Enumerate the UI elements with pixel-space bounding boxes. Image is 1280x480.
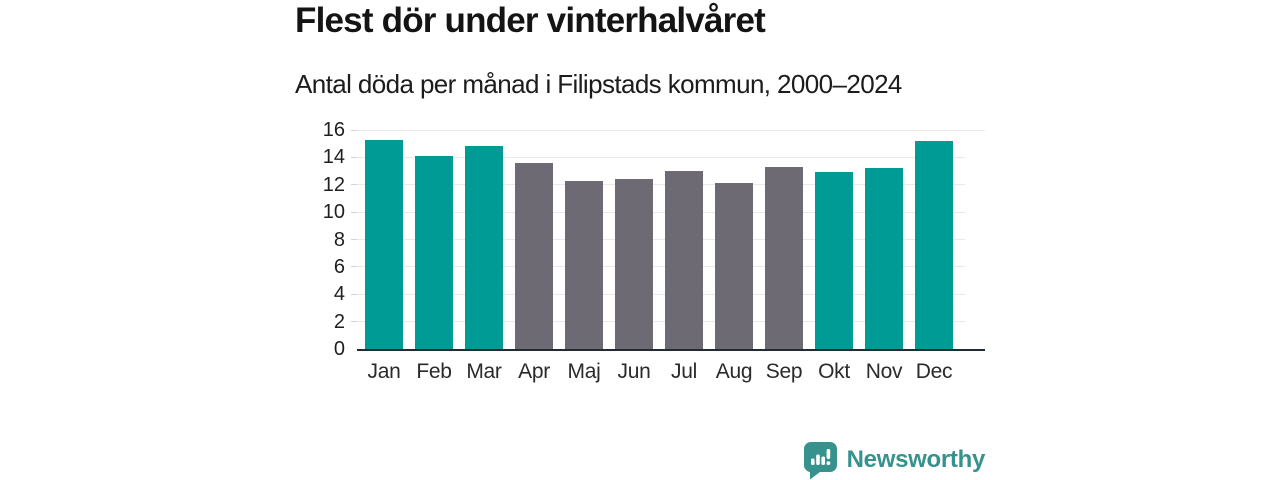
x-axis-label-aug: Aug <box>715 360 753 383</box>
gridline-y10 <box>357 211 965 213</box>
chart-subtitle: Antal döda per månad i Filipstads kommun… <box>295 69 902 99</box>
x-axis-line <box>357 349 985 351</box>
y-axis-label-8: 8 <box>333 228 345 251</box>
bar-jun <box>615 179 653 349</box>
y-axis-labels: 0 2 4 6 8 10 12 14 16 <box>295 119 345 360</box>
y-tick-6 <box>351 266 357 268</box>
bar-mar <box>465 146 503 349</box>
y-axis-label-6: 6 <box>333 255 345 278</box>
gridline-y4 <box>357 293 965 295</box>
x-axis-label-okt: Okt <box>818 360 850 383</box>
x-axis-label-maj: Maj <box>567 360 601 383</box>
y-tick-16 <box>351 129 357 131</box>
bar-apr <box>515 162 553 349</box>
y-tick-14 <box>351 156 357 158</box>
y-axis-label-2: 2 <box>333 310 345 333</box>
y-axis-label-16: 16 <box>322 119 345 141</box>
x-axis-label-sep: Sep <box>765 360 803 383</box>
y-axis-label-4: 4 <box>333 283 345 306</box>
y-tick-12 <box>351 184 357 186</box>
newsworthy-brand-link[interactable]: Newsworthy <box>803 441 985 479</box>
gridline-y12 <box>357 184 965 186</box>
gridline-y8 <box>357 239 965 240</box>
plot-area: Jan Feb Mar Apr Maj Jun Jul Aug Sep Okt Nov Dec <box>351 129 985 383</box>
y-tick-2 <box>351 321 357 323</box>
y-tick-8 <box>351 239 357 240</box>
chart-title: Flest dör under vinterhalvåret <box>295 1 766 40</box>
x-axis-label-mar: Mar <box>466 360 502 383</box>
newsworthy-logo-icon <box>803 441 838 479</box>
y-axis-label-10: 10 <box>322 201 345 224</box>
y-axis-label-12: 12 <box>322 173 345 196</box>
bar-jul <box>665 171 703 349</box>
y-tick-10 <box>351 211 357 213</box>
x-axis-label-jan: Jan <box>367 360 401 383</box>
x-axis-label-nov: Nov <box>865 360 903 383</box>
y-axis-label-0: 0 <box>333 338 345 360</box>
x-axis-label-jun: Jun <box>617 360 651 383</box>
newsworthy-wordmark: Newsworthy <box>846 446 986 473</box>
bar-jan <box>365 139 403 349</box>
gridline-y2 <box>357 321 965 323</box>
y-axis-label-14: 14 <box>322 146 345 169</box>
bar-aug <box>715 183 753 349</box>
bar-chart: 0 2 4 6 8 10 12 14 16 Jan Feb Mar Apr Maj Jun Jul Aug Se… <box>295 119 985 390</box>
x-axis-label-jul: Jul <box>671 360 697 383</box>
bar-sep <box>765 166 803 349</box>
y-tick-4 <box>351 293 357 295</box>
bar-nov <box>865 168 903 349</box>
x-axis-label-feb: Feb <box>416 360 452 383</box>
gridline-y14 <box>357 156 965 158</box>
gridline-y16 <box>357 129 985 131</box>
x-axis-label-dec: Dec <box>915 360 953 383</box>
gridline-y6 <box>357 266 965 268</box>
bar-feb <box>415 156 453 349</box>
bar-maj <box>565 180 603 349</box>
bar-dec <box>915 140 953 349</box>
bar-okt <box>815 172 853 349</box>
x-axis-label-apr: Apr <box>518 360 550 383</box>
